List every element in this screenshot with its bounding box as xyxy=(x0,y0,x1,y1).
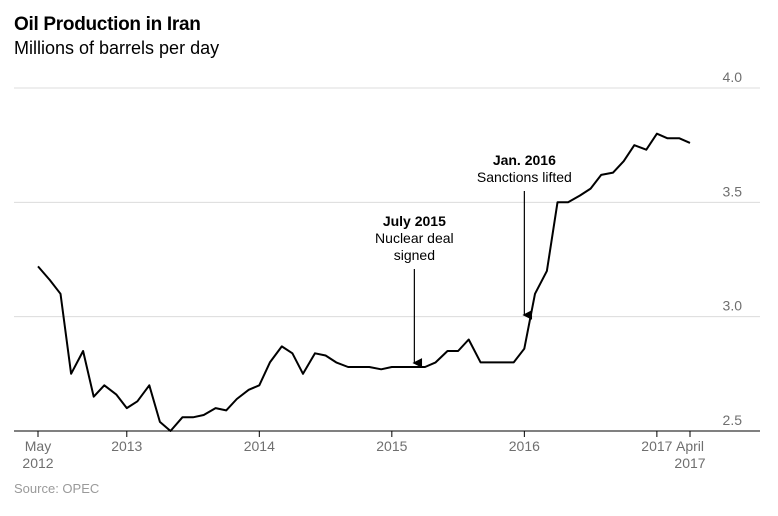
gridlines xyxy=(14,87,760,318)
production-line xyxy=(37,132,691,432)
annotation-text: Nuclear deal xyxy=(375,230,454,246)
y-tick-label: 4.0 xyxy=(723,69,743,85)
x-tick-label: May 2012 xyxy=(22,438,53,471)
annotation-text: Sanctions lifted xyxy=(477,169,572,185)
annotation-title: Jan. 2016 xyxy=(493,152,556,168)
source-note: Source: OPEC xyxy=(14,481,100,496)
x-tick-label: 2013 xyxy=(111,438,142,454)
x-tick-label: 2015 xyxy=(376,438,407,454)
annotation-title: July 2015 xyxy=(383,213,446,229)
y-tick-labels: 2.5 3.0 3.5 4.0 xyxy=(723,69,743,428)
x-tick-label: 2016 xyxy=(509,438,540,454)
chart-subtitle: Millions of barrels per day xyxy=(14,38,220,58)
y-tick-label: 3.5 xyxy=(723,183,743,199)
x-tick-label: 2017 xyxy=(641,438,672,454)
annotation-text: signed xyxy=(394,247,435,263)
x-axis: May 2012 2013 2014 2015 2016 2017 April 2017 xyxy=(14,430,760,471)
y-tick-label: 2.5 xyxy=(723,412,743,428)
y-tick-label: 3.0 xyxy=(723,298,743,314)
x-tick-label: April 2017 xyxy=(674,438,705,471)
series-line xyxy=(37,132,691,432)
x-tick-label: 2014 xyxy=(244,438,275,454)
chart-title: Oil Production in Iran xyxy=(14,14,201,35)
